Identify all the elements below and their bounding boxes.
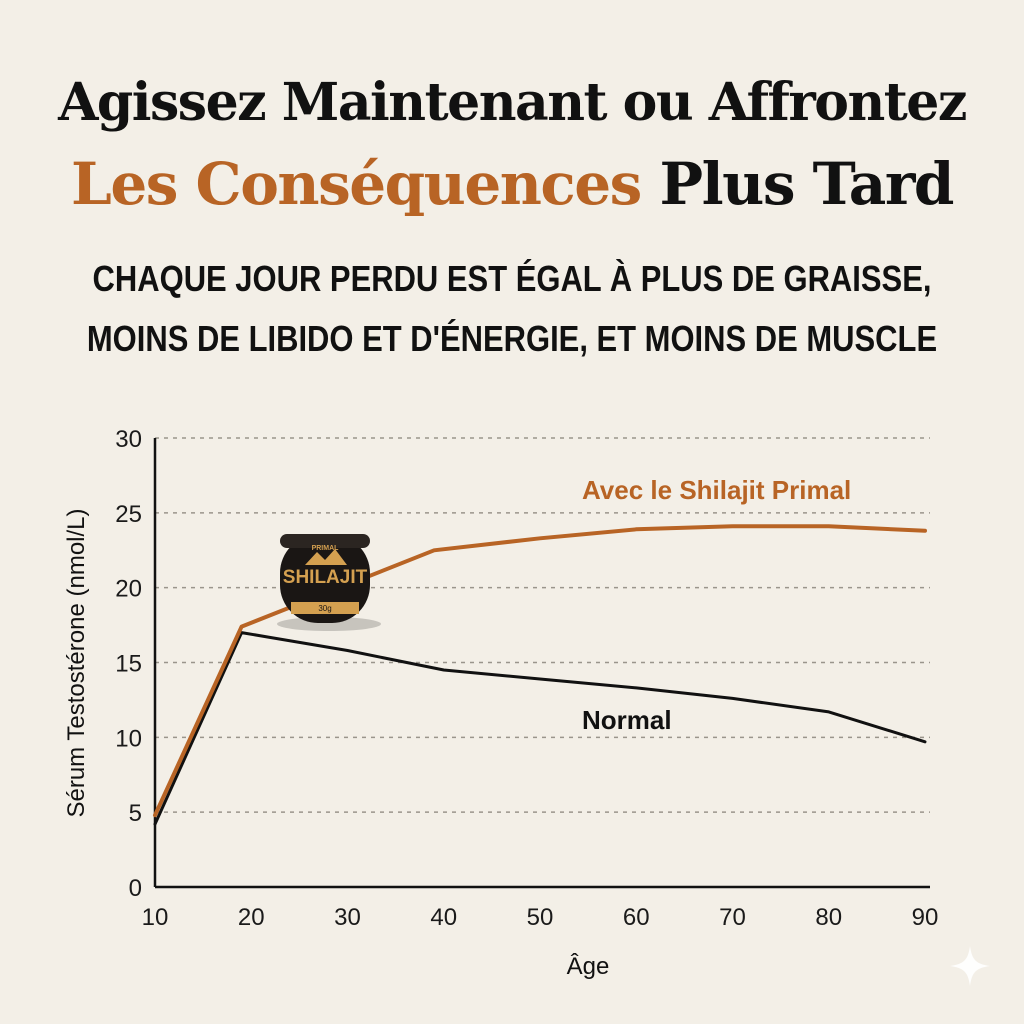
x-tick-labels: 10 20 30 40 50 60 70 80 90 bbox=[142, 904, 939, 931]
jar-body bbox=[280, 535, 370, 623]
headline-line-1: Agissez Maintenant ou Affrontez bbox=[58, 72, 967, 133]
chart-series bbox=[153, 524, 927, 826]
series-label-normal: Normal bbox=[582, 705, 672, 735]
x-axis-title: Âge bbox=[567, 953, 610, 980]
jar-lid-rim bbox=[280, 534, 370, 548]
x-tick-label: 10 bbox=[142, 904, 169, 931]
x-tick-label: 20 bbox=[238, 904, 265, 931]
headline-rest: Plus Tard bbox=[659, 150, 955, 218]
headline-accent: Les Conséquences bbox=[71, 150, 642, 218]
y-tick-label: 30 bbox=[115, 426, 142, 453]
y-tick-labels: 0 5 10 15 20 25 30 bbox=[115, 426, 142, 902]
y-tick-label: 20 bbox=[115, 576, 142, 603]
subheadline-line-2: MOINS DE LIBIDO ET D'ÉNERGIE, ET MOINS D… bbox=[86, 318, 938, 359]
x-tick-label: 40 bbox=[430, 904, 457, 931]
jar-product-name: SHILAJIT bbox=[283, 567, 368, 588]
y-tick-label: 5 bbox=[129, 800, 142, 827]
y-axis-title: Sérum Testostérone (nmol/L) bbox=[63, 508, 90, 817]
x-tick-label: 30 bbox=[334, 904, 361, 931]
jar-weight: 30g bbox=[318, 604, 331, 613]
x-tick-label: 90 bbox=[912, 904, 939, 931]
headline-line-2: Les Conséquences Plus Tard bbox=[0, 150, 1024, 218]
mountain-icon bbox=[305, 549, 347, 565]
x-tick-label: 50 bbox=[527, 904, 554, 931]
series-line-primal bbox=[153, 524, 927, 818]
chart-grid bbox=[155, 437, 930, 813]
x-tick-label: 60 bbox=[623, 904, 650, 931]
y-tick-label: 0 bbox=[129, 875, 142, 902]
subheadline-line-1: CHAQUE JOUR PERDU EST ÉGAL À PLUS DE GRA… bbox=[92, 258, 932, 299]
x-tick-label: 70 bbox=[719, 904, 746, 931]
jar-weight-band bbox=[291, 602, 359, 614]
jar-shadow bbox=[277, 617, 381, 631]
y-tick-label: 25 bbox=[115, 501, 142, 528]
y-tick-label: 10 bbox=[115, 725, 142, 752]
series-label-primal: Avec le Shilajit Primal bbox=[582, 475, 851, 505]
sparkle-icon bbox=[950, 946, 990, 986]
shilajit-jar-image: PRIMAL SHILAJIT 30g bbox=[277, 534, 381, 631]
x-tick-label: 80 bbox=[815, 904, 842, 931]
jar-brand-small: PRIMAL bbox=[312, 545, 340, 552]
series-line-normal bbox=[153, 631, 927, 826]
y-tick-label: 15 bbox=[115, 651, 142, 678]
